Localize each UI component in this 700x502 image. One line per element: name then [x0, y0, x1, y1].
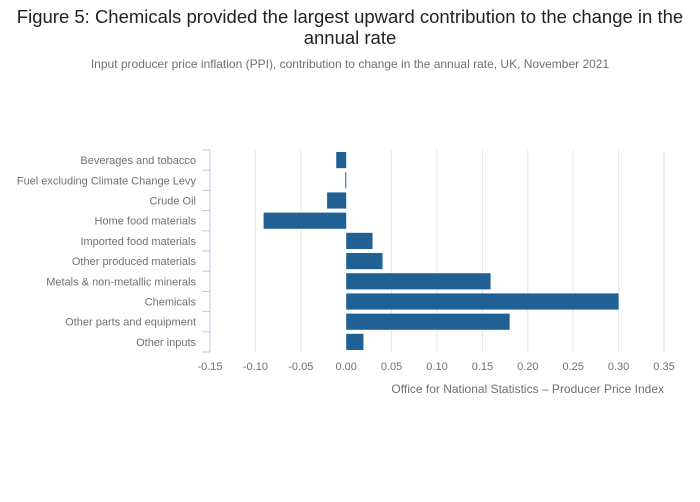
- category-label: Fuel excluding Climate Change Levy: [17, 175, 197, 187]
- bars: [263, 152, 619, 350]
- x-tick-label: 0.00: [335, 361, 356, 373]
- x-tick-label: -0.15: [197, 361, 222, 373]
- bar: [263, 212, 347, 229]
- x-tick-label: -0.10: [243, 361, 268, 373]
- category-label: Metals & non-metallic minerals: [46, 276, 196, 288]
- bar: [346, 333, 364, 350]
- x-tick-label: 0.25: [562, 361, 583, 373]
- category-label: Other produced materials: [72, 256, 197, 268]
- category-label: Chemicals: [145, 297, 197, 309]
- category-label: Other inputs: [136, 337, 196, 349]
- bar: [345, 172, 347, 189]
- chart-subtitle: Input producer price inflation (PPI), co…: [90, 57, 610, 71]
- x-tick-label: 0.10: [426, 361, 447, 373]
- bar: [346, 253, 383, 270]
- bar: [336, 152, 347, 169]
- y-axis: [202, 149, 211, 353]
- x-axis-label: Office for National Statistics – Produce…: [391, 382, 664, 396]
- bar: [346, 293, 619, 310]
- bar: [346, 232, 373, 249]
- chart-title: Figure 5: Chemicals provided the largest…: [16, 6, 684, 48]
- x-tick-label: 0.15: [472, 361, 493, 373]
- category-label: Crude Oil: [150, 196, 196, 208]
- bar: [346, 273, 491, 290]
- x-tick-labels: -0.15 -0.10 -0.05 0.00 0.05 0.10 0.15 0.20 0.25 0…: [197, 361, 674, 373]
- x-tick-label: 0.35: [653, 361, 674, 373]
- category-label: Other parts and equipment: [65, 317, 196, 329]
- bar: [327, 192, 347, 209]
- category-label: Imported food materials: [80, 236, 196, 248]
- category-label: Beverages and tobacco: [80, 155, 196, 167]
- category-label: Home food materials: [95, 216, 197, 228]
- category-labels: Beverages and tobacco Fuel excluding Clim…: [17, 155, 197, 349]
- x-tick-label: 0.30: [608, 361, 629, 373]
- x-tick-label: 0.20: [517, 361, 538, 373]
- x-tick-label: -0.05: [288, 361, 313, 373]
- x-tick-label: 0.05: [381, 361, 402, 373]
- bar: [346, 313, 510, 330]
